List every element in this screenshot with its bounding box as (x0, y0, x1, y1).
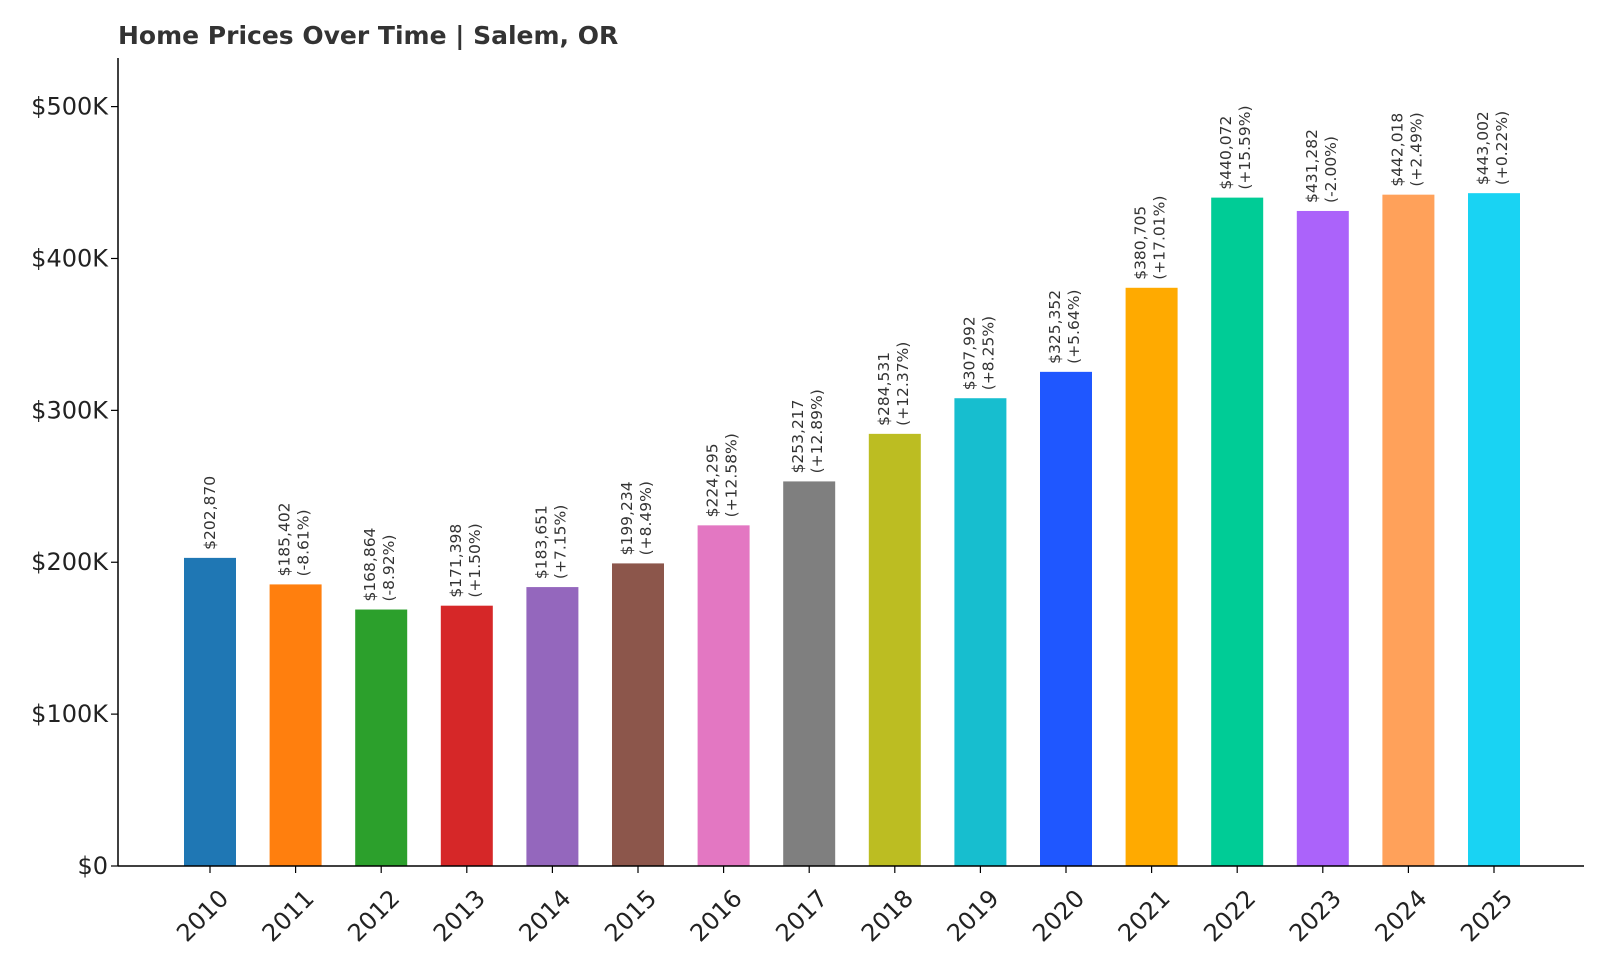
data-labels: $202,870 $185,402 (-8.61%) $168,864 (-8.92%)… (201, 105, 1511, 601)
y-tick-label: $0 (77, 852, 108, 880)
y-tick-label: $400K (31, 244, 109, 272)
change-label: (+8.25%) (979, 316, 997, 390)
x-tick-label: 2021 (1113, 884, 1176, 947)
change-label: (+15.59%) (1236, 105, 1254, 189)
value-label: $284,531 (875, 352, 893, 426)
x-tick-label: 2010 (171, 884, 234, 947)
change-label: (+0.22%) (1493, 111, 1511, 185)
x-tick-label: 2016 (685, 884, 748, 947)
x-tick-label: 2013 (428, 884, 491, 947)
y-tick-label: $200K (31, 548, 109, 576)
change-label: (+17.01%) (1151, 196, 1169, 280)
change-label: (+12.58%) (723, 433, 741, 517)
bar-2019 (954, 398, 1007, 866)
bar-2011 (269, 584, 322, 866)
y-tick-label: $500K (31, 93, 109, 121)
value-label: $185,402 (276, 502, 294, 576)
x-tick-label: 2022 (1198, 884, 1261, 947)
value-label: $307,992 (960, 316, 978, 390)
bar-2010 (184, 557, 236, 866)
change-label: (-2.00%) (1322, 136, 1340, 203)
change-label: (+8.49%) (637, 481, 655, 555)
value-label: $325,352 (1046, 290, 1064, 364)
bar-2025 (1468, 193, 1520, 866)
x-axis: 2010 2011 2012 2013 2014 2015 2016 2017 2018 2019… (118, 865, 1584, 947)
x-tick-label: 2023 (1284, 884, 1347, 947)
value-label: $443,002 (1474, 111, 1492, 185)
bar-2022 (1211, 197, 1264, 866)
value-label: $224,295 (704, 443, 722, 517)
bar-2013 (440, 605, 493, 866)
value-label: $183,651 (532, 505, 550, 579)
change-label: (+12.37%) (894, 342, 912, 426)
change-label: (-8.61%) (295, 509, 313, 576)
bar-2014 (526, 587, 579, 866)
bar-2023 (1296, 210, 1349, 866)
x-tick-label: 2014 (514, 884, 577, 947)
y-tick-label: $100K (31, 700, 109, 728)
value-label: $442,018 (1388, 113, 1406, 187)
value-label: $199,234 (618, 481, 636, 555)
y-axis: $0 $100K $200K $300K $400K $500K (31, 58, 119, 880)
x-tick-label: 2012 (342, 884, 405, 947)
bar-2021 (1125, 287, 1178, 866)
x-tick-label: 2011 (257, 884, 320, 947)
value-label: $253,217 (789, 399, 807, 473)
x-tick-label: 2025 (1455, 884, 1518, 947)
change-label: (+12.89%) (808, 389, 826, 473)
bar-2024 (1382, 194, 1435, 866)
change-label: (+5.64%) (1065, 290, 1083, 364)
x-tick-label: 2018 (856, 884, 919, 947)
value-label: $380,705 (1132, 206, 1150, 280)
change-label: (+7.15%) (551, 505, 569, 579)
bar-2017 (783, 481, 836, 866)
bar-2016 (697, 525, 750, 866)
chart-title: Home Prices Over Time | Salem, OR (118, 21, 618, 50)
x-tick-label: 2015 (599, 884, 662, 947)
bar-2018 (868, 433, 921, 866)
x-tick-label: 2020 (1027, 884, 1090, 947)
change-label: (+1.50%) (466, 523, 484, 597)
change-label: (-8.92%) (380, 535, 398, 602)
bar-2012 (355, 609, 408, 866)
bar-2020 (1040, 371, 1092, 866)
y-tick-label: $300K (31, 396, 109, 424)
change-label: (+2.49%) (1407, 112, 1425, 186)
bar-2015 (612, 563, 664, 866)
x-tick-label: 2017 (770, 884, 833, 947)
bars (184, 193, 1520, 866)
value-label: $202,870 (201, 476, 219, 550)
x-tick-label: 2019 (942, 884, 1005, 947)
value-label: $440,072 (1217, 116, 1235, 190)
x-tick-label: 2024 (1370, 884, 1433, 947)
value-label: $171,398 (447, 524, 465, 598)
value-label: $168,864 (361, 528, 379, 602)
value-label: $431,282 (1303, 129, 1321, 203)
